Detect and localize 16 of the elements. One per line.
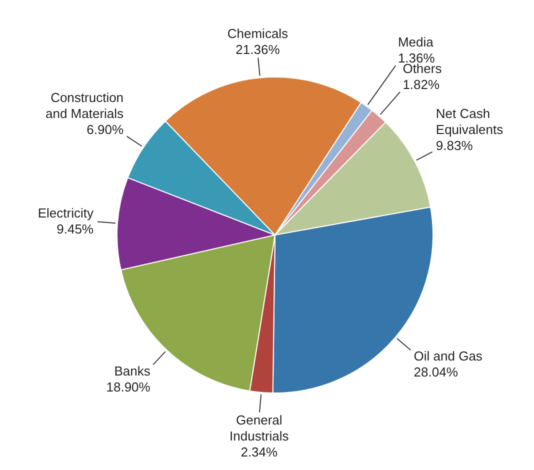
slice-label: Chemicals [227, 26, 289, 41]
slice-label: General Industrials [230, 412, 290, 444]
data-label: 9.45% [56, 222, 94, 236]
slice-label: Net Cash Equivalents [436, 106, 504, 137]
data-label: 21.36% [236, 42, 280, 57]
slice-label: Construction and Materials [46, 90, 124, 122]
data-label: 18.90% [106, 380, 151, 395]
slice-label: Electricity [38, 206, 94, 220]
data-label: 9.83% [436, 138, 474, 153]
data-label: 6.90% [86, 122, 124, 138]
slice-label: Media [398, 34, 434, 50]
slice-label: Banks [114, 364, 151, 379]
slice-label: Oil and Gas [414, 348, 483, 364]
data-label: 1.82% [402, 76, 440, 92]
data-label: 28.04% [414, 364, 458, 380]
data-label: 2.34% [240, 444, 278, 460]
